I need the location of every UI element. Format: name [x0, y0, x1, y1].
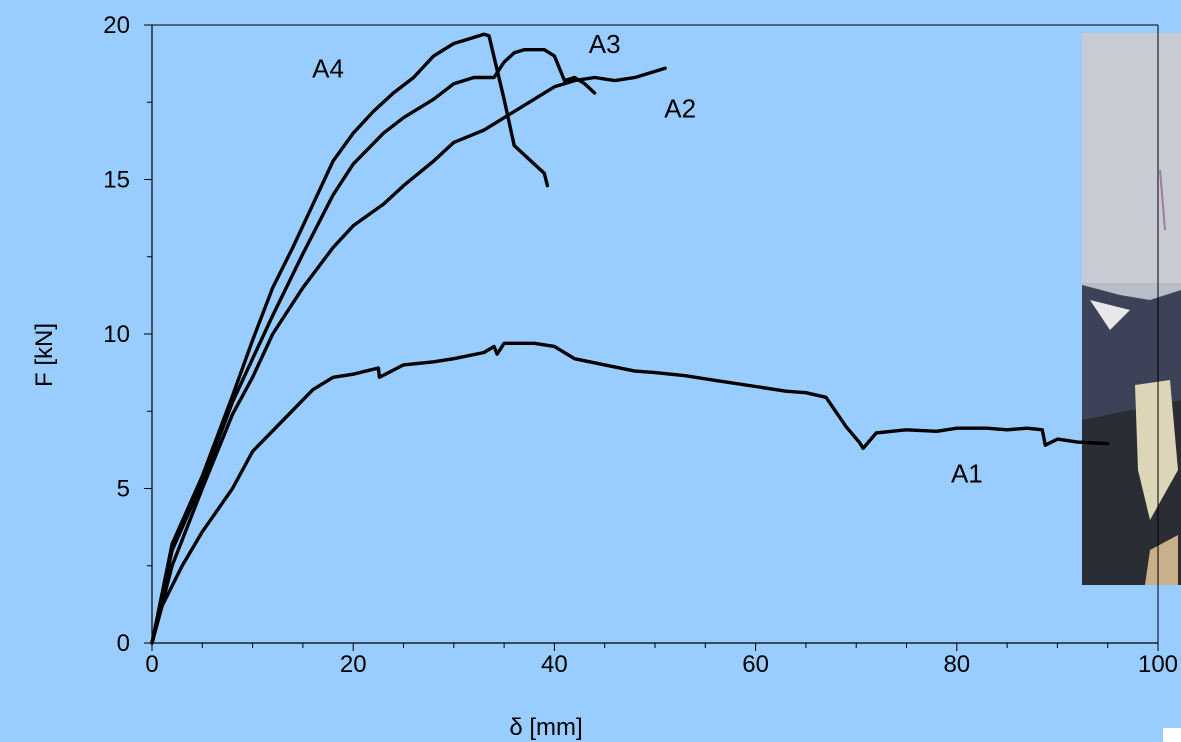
- specimen-photo: [1082, 33, 1181, 585]
- y-axis-title: F [kN]: [31, 323, 58, 387]
- axes: 0 20 40 60 80 100 0 5 10 15 20: [103, 12, 1178, 678]
- y-tick-label: 5: [117, 476, 130, 503]
- series-label-a4: A4: [312, 54, 344, 84]
- y-tick-label: 20: [103, 12, 130, 39]
- series-labels: A4 A3 A2 A1: [312, 29, 983, 489]
- series-label-a1: A1: [951, 458, 983, 488]
- x-tick-label: 60: [742, 651, 769, 678]
- x-tick-label: 40: [541, 651, 568, 678]
- x-tick-label: 100: [1138, 651, 1178, 678]
- y-tick-label: 0: [117, 630, 130, 657]
- series-group: [150, 32, 1110, 645]
- y-tick-label: 10: [103, 321, 130, 348]
- x-tick-label: 0: [145, 651, 158, 678]
- series-line-a1: [150, 341, 1110, 645]
- x-tick-label: 20: [340, 651, 367, 678]
- x-axis-title: δ [mm]: [509, 714, 582, 741]
- series-label-a3: A3: [589, 29, 621, 59]
- series-label-a2: A2: [664, 94, 696, 124]
- series-line-a3: [150, 48, 597, 645]
- series-line-a2: [150, 66, 667, 645]
- x-tick-label: 80: [943, 651, 970, 678]
- series-line-a4: [150, 32, 550, 645]
- y-tick-label: 15: [103, 167, 130, 194]
